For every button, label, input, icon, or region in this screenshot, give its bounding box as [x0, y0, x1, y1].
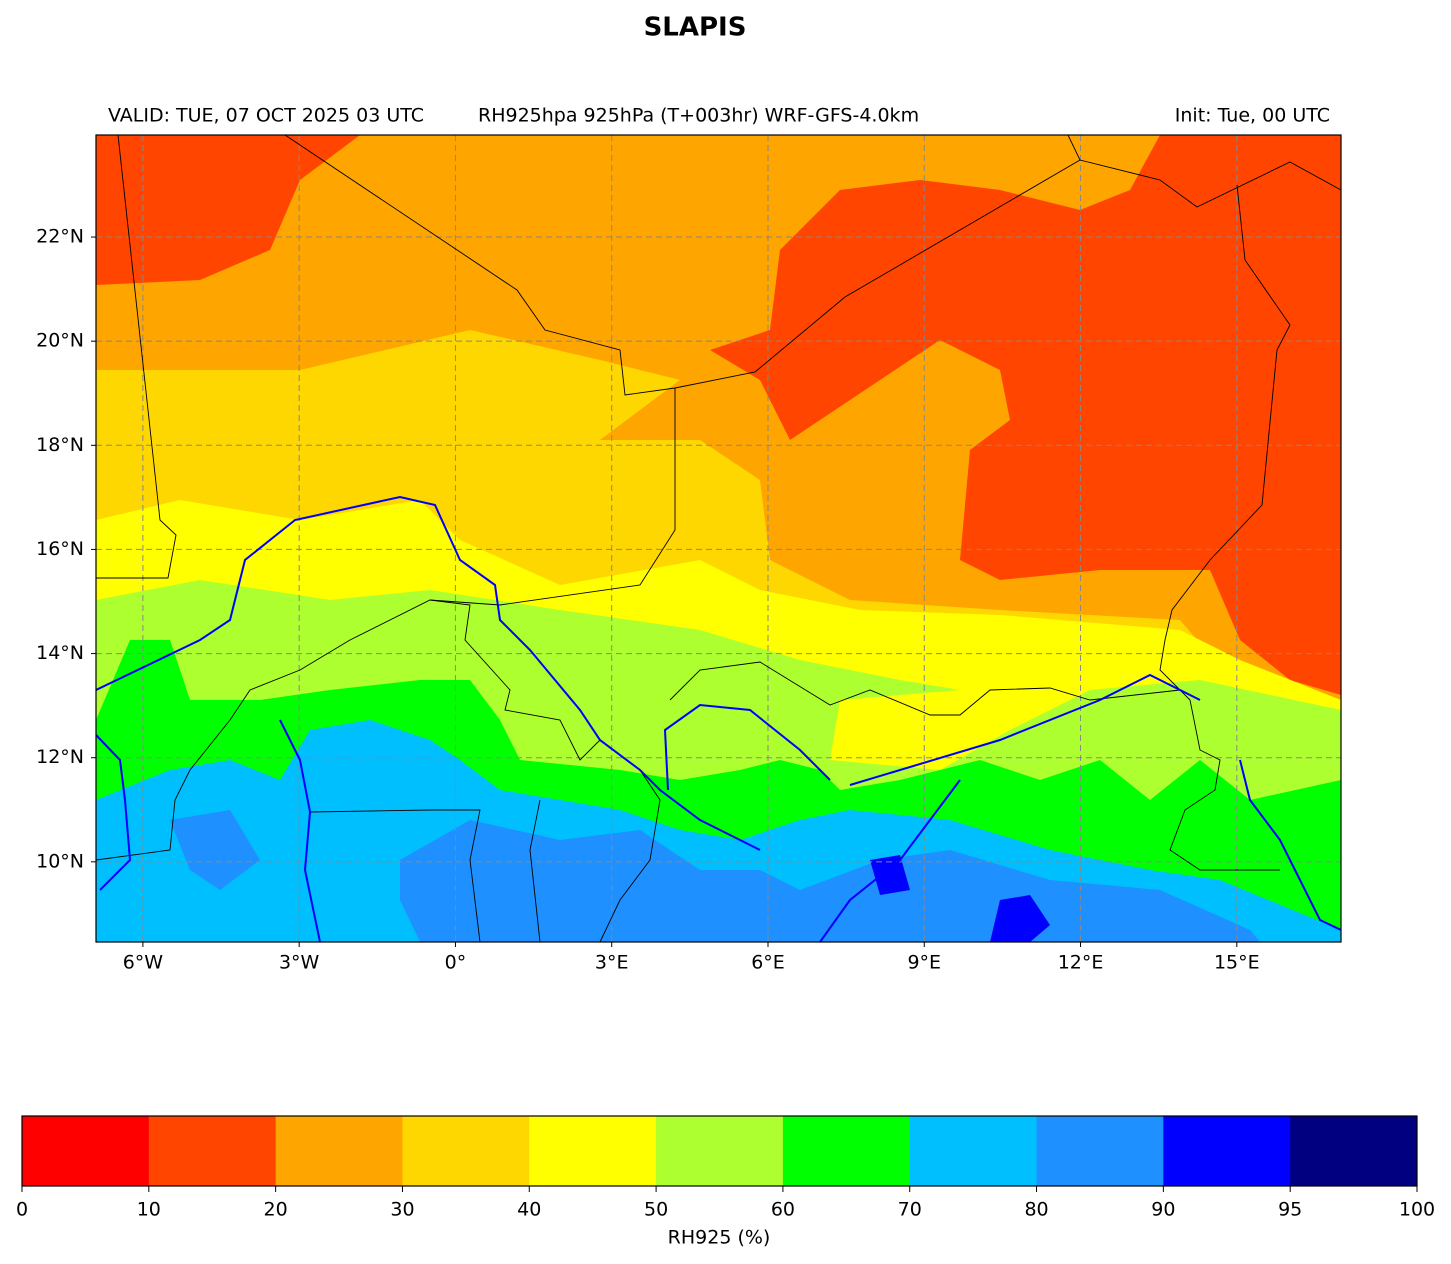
river: [1239, 759, 1341, 931]
y-tick-label: 10°N: [36, 850, 84, 872]
border: [1159, 184, 1291, 871]
colorbar-tick-label: 10: [137, 1199, 161, 1221]
valid-time: VALID: TUE, 07 OCT 2025 03 UTC: [108, 105, 424, 127]
river: [819, 779, 961, 942]
border: [309, 809, 481, 942]
colorbar-tick-label: 0: [16, 1199, 28, 1221]
colorbar-tick-label: 90: [1151, 1199, 1175, 1221]
y-tick-label: 16°N: [36, 538, 84, 560]
map-frame: [95, 134, 1342, 943]
init-time: Init: Tue, 00 UTC: [1175, 105, 1330, 127]
rh-region: [710, 135, 1341, 695]
border: [1067, 135, 1341, 208]
rh-region: [96, 135, 360, 285]
river: [849, 673, 1201, 786]
colorbar-segment: [148, 1116, 277, 1186]
colorbar-segment: [275, 1116, 403, 1186]
colorbar-tick-label: 60: [771, 1199, 795, 1221]
colorbar-segment: [402, 1116, 530, 1186]
rh-region: [170, 810, 260, 890]
border: [529, 799, 541, 942]
y-tick-label: 18°N: [36, 434, 84, 456]
colorbar-tick-label: 100: [1399, 1199, 1435, 1221]
colorbar-tick-label: 30: [390, 1199, 414, 1221]
border: [96, 135, 177, 579]
map: [96, 135, 1341, 942]
x-tick-label: 6°W: [123, 952, 164, 974]
border: [669, 661, 1181, 716]
river: [96, 495, 761, 851]
border: [429, 599, 661, 942]
colorbar-tick-label: 40: [517, 1199, 541, 1221]
x-tick-label: 15°E: [1214, 952, 1260, 974]
x-tick-label: 3°W: [279, 952, 320, 974]
rh-region: [870, 855, 910, 895]
border: [284, 135, 1081, 396]
colorbar-frame: [21, 1115, 1418, 1187]
x-tick-label: 6°E: [751, 952, 785, 974]
x-tick-label: 0°: [445, 952, 467, 974]
axes: 6°W 3°W 0° 3°E 6°E 9°E 12°E 15°E 10°N 12°N 14°N 16°…: [36, 226, 1260, 974]
rh-region: [990, 895, 1050, 942]
y-tick-label: 12°N: [36, 746, 84, 768]
colorbar-segment: [1036, 1116, 1164, 1186]
x-tick-label: 9°E: [907, 952, 941, 974]
colorbar-segment: [1163, 1116, 1291, 1186]
x-tick-label: 3°E: [595, 952, 629, 974]
title: SLAPIS: [644, 13, 747, 43]
colorbar-tick-label: 95: [1278, 1199, 1302, 1221]
colorbar-tick-label: 70: [898, 1199, 922, 1221]
y-tick-label: 20°N: [36, 330, 84, 352]
colorbar-segment: [656, 1116, 784, 1186]
product: RH925hpa 925hPa (T+003hr) WRF-GFS-4.0km: [478, 105, 919, 127]
border: [96, 388, 676, 861]
colorbar-label: RH925 (%): [668, 1227, 771, 1249]
colorbar-tick-label: 20: [264, 1199, 288, 1221]
colorbar-segment: [22, 1116, 150, 1186]
colorbar-segment: [909, 1116, 1038, 1186]
colorbar-segment: [529, 1116, 657, 1186]
y-tick-label: 14°N: [36, 642, 84, 664]
colorbar-tick-label: 80: [1024, 1199, 1048, 1221]
y-tick-label: 22°N: [36, 226, 84, 248]
river: [96, 734, 132, 891]
colorbar-segment: [782, 1116, 911, 1186]
x-tick-label: 12°E: [1058, 952, 1104, 974]
colorbar-segment: [1290, 1116, 1418, 1186]
colorbar: 0 10 20 30 40 50 60 70 80 90 95 100: [16, 1115, 1435, 1221]
river: [279, 719, 321, 942]
river: [663, 703, 831, 791]
colorbar-tick-label: 50: [644, 1199, 668, 1221]
grid: [96, 135, 1341, 942]
